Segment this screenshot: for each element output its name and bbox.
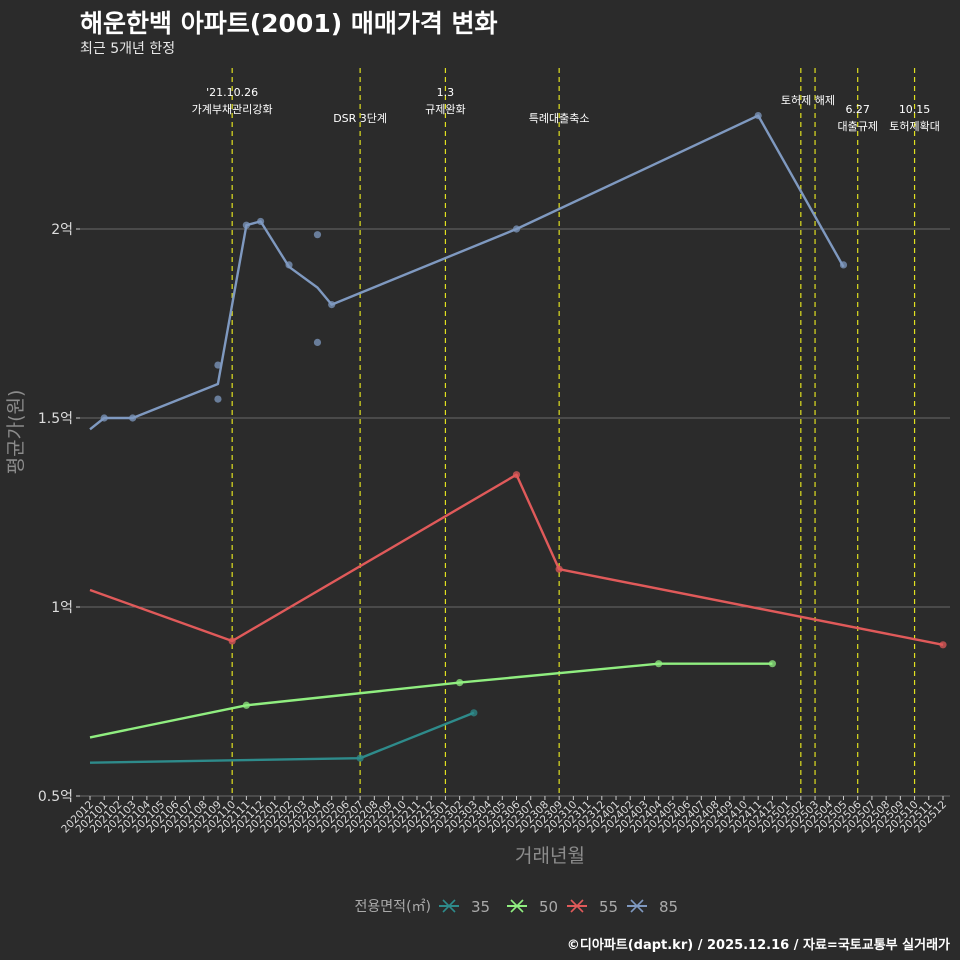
event-label: 6.27 (845, 103, 870, 116)
data-point-35 (356, 754, 364, 762)
data-point-85 (257, 217, 265, 226)
legend-key-cross-55 (570, 899, 584, 913)
data-point-55 (512, 471, 521, 479)
data-point-55 (939, 641, 947, 649)
data-point-85 (328, 301, 336, 309)
data-point-50 (768, 660, 777, 668)
data-point-85 (313, 231, 322, 239)
legend-key-cross-50 (510, 899, 524, 913)
y-tick-label: 0.5억 (38, 789, 73, 805)
data-point-35 (470, 709, 478, 717)
legend-key-cross-85 (630, 899, 644, 913)
event-label: 특례대출축소 (529, 112, 590, 125)
event-label: 토허제 해제 (781, 93, 835, 107)
legend-label-55: 55 (599, 898, 618, 916)
event-label: 1.3 (437, 86, 455, 99)
event-label: 가계부채관리강화 (192, 103, 273, 116)
data-point-85 (214, 395, 222, 403)
legend-key-cross-35 (442, 899, 456, 913)
source-caption: ©디아파트(dapt.kr) / 2025.12.16 / 자료=국토교통부 실… (566, 938, 950, 953)
data-point-85 (242, 221, 250, 229)
data-point-85 (129, 414, 137, 422)
data-point-85 (754, 112, 762, 120)
y-tick-label: 1억 (51, 600, 73, 616)
legend-label-35: 35 (471, 898, 490, 916)
data-point-55 (555, 565, 563, 573)
legend-label-85: 85 (659, 898, 678, 916)
data-point-85 (214, 361, 222, 369)
data-point-55 (228, 637, 236, 645)
legend-label-50: 50 (539, 898, 558, 916)
event-label: 10.15 (899, 103, 931, 116)
series-line-85 (89, 114, 845, 431)
series-line-50 (89, 662, 773, 739)
legend-title: 전용면적(㎡) (355, 899, 431, 915)
event-label: DSR 3단계 (333, 112, 387, 125)
y-tick-label: 2억 (51, 222, 73, 238)
y-tick-label: 1.5억 (38, 411, 73, 427)
event-label: 규제완화 (425, 103, 465, 116)
event-label: '21.10.26 (206, 86, 258, 99)
data-point-85 (313, 338, 322, 346)
data-point-85 (285, 261, 293, 269)
data-point-50 (456, 679, 464, 687)
event-label: 토허제확대 (889, 120, 940, 133)
data-point-85 (512, 225, 521, 233)
x-axis-title: 거래년월 (515, 845, 585, 867)
series-line-35 (89, 711, 475, 764)
event-label: 대출규제 (837, 120, 877, 133)
chart-title: 해운한백 아파트(2001) 매매가격 변화 (80, 9, 498, 38)
data-point-85 (100, 414, 108, 422)
y-axis-title: 평균가(원) (5, 390, 27, 475)
chart-subtitle: 최근 5개년 한정 (80, 41, 176, 57)
data-point-50 (242, 701, 250, 709)
data-point-85 (839, 261, 848, 269)
data-point-50 (655, 660, 663, 668)
